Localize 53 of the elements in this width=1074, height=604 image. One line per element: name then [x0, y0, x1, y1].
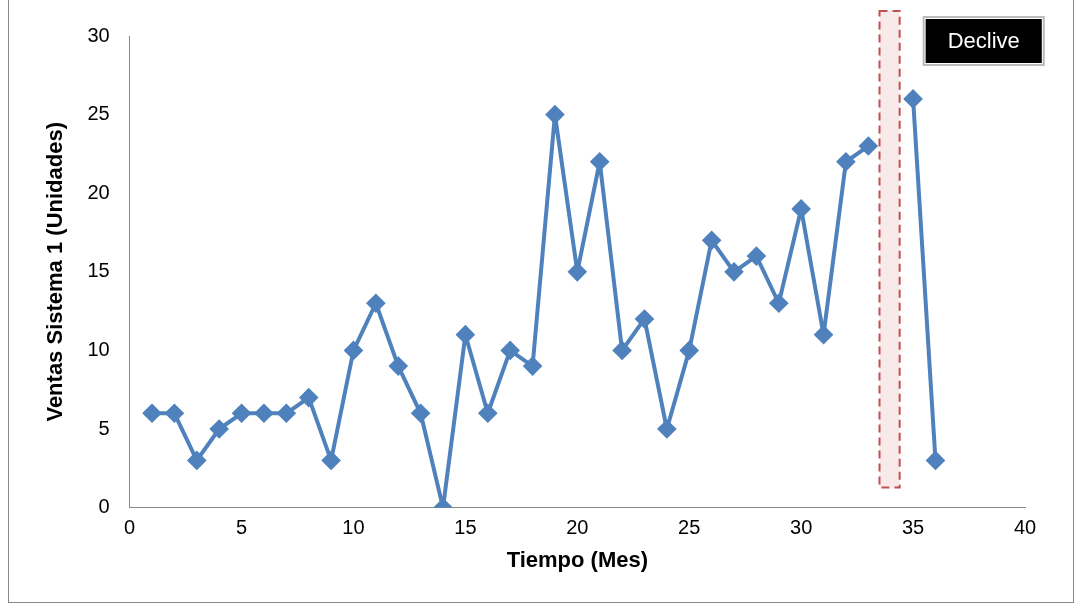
point [322, 451, 341, 470]
point [836, 152, 855, 171]
y-tick-label: 20 [87, 180, 110, 203]
point [501, 341, 520, 360]
x-tick-label: 40 [1013, 516, 1037, 539]
point [613, 341, 632, 360]
point [814, 325, 833, 344]
point [277, 404, 296, 423]
point [210, 420, 229, 438]
y-tick-label: 0 [98, 495, 110, 518]
point [411, 404, 430, 423]
point [769, 294, 788, 313]
y-tick-label: 25 [87, 102, 110, 125]
point [904, 89, 923, 108]
point [792, 199, 811, 218]
point [702, 231, 721, 250]
point [389, 357, 408, 376]
x-tick-label: 5 [236, 516, 248, 539]
point [456, 325, 475, 344]
point [635, 309, 654, 328]
band-label: Declive [947, 28, 1020, 54]
point [254, 404, 273, 423]
x-tick-label: 10 [342, 516, 365, 539]
x-tick-label: 30 [790, 516, 813, 539]
point [680, 341, 699, 360]
y-tick-label: 5 [98, 416, 110, 439]
x-tick-label: 35 [901, 516, 925, 539]
point [590, 152, 609, 171]
y-axis-title: Ventas Sistema 1 (Unidades) [42, 122, 68, 422]
point [859, 137, 878, 156]
point [725, 262, 744, 281]
y-tick-label: 30 [87, 23, 110, 46]
point [165, 404, 184, 423]
y-tick-label: 10 [87, 337, 110, 360]
point [366, 294, 385, 313]
point [545, 105, 564, 124]
x-tick-label: 20 [566, 516, 589, 539]
x-tick-label: 0 [124, 516, 136, 539]
point [926, 451, 945, 470]
point [568, 262, 587, 281]
x-tick-label: 25 [678, 516, 701, 539]
point [232, 404, 251, 423]
point [299, 388, 318, 407]
x-axis-title: Tiempo (Mes) [506, 546, 649, 572]
point [143, 404, 162, 423]
x-tick-label: 15 [454, 516, 477, 539]
y-tick-label: 15 [87, 259, 110, 282]
point [478, 404, 497, 423]
point [344, 341, 363, 360]
point [523, 357, 542, 376]
point [187, 451, 206, 470]
point [657, 420, 676, 438]
point [747, 247, 766, 266]
